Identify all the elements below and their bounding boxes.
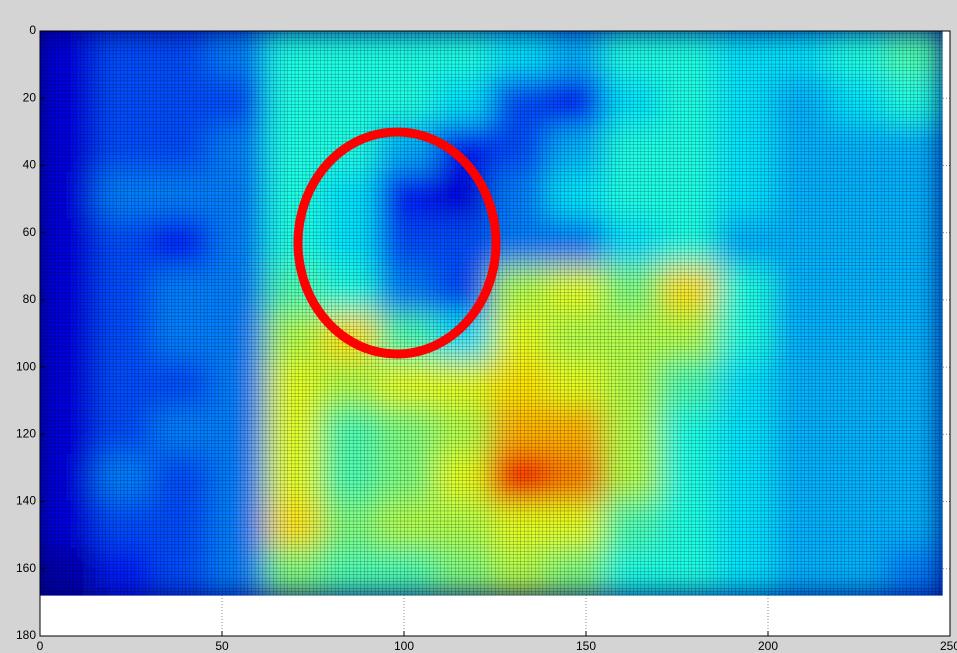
y-tick-label: 0 <box>29 23 36 37</box>
y-tick-label: 120 <box>16 427 36 441</box>
highlight-ellipse <box>293 127 501 359</box>
mesh-overlay <box>40 31 943 596</box>
y-tick-label: 40 <box>23 158 37 172</box>
x-tick-label: 50 <box>215 639 229 653</box>
y-tick-label: 100 <box>16 359 36 373</box>
y-tick-label: 160 <box>16 561 36 575</box>
x-tick-label: 0 <box>37 639 44 653</box>
axes-frame <box>39 30 951 637</box>
y-tick-label: 20 <box>23 90 37 104</box>
x-tick-label: 150 <box>576 639 596 653</box>
x-tick-label: 200 <box>758 639 778 653</box>
y-tick-label: 140 <box>16 494 36 508</box>
y-tick-label: 60 <box>23 225 37 239</box>
x-tick-label: 250 <box>940 639 957 653</box>
y-tick-label: 180 <box>16 628 36 642</box>
y-tick-label: 80 <box>23 292 37 306</box>
x-tick-label: 100 <box>394 639 414 653</box>
